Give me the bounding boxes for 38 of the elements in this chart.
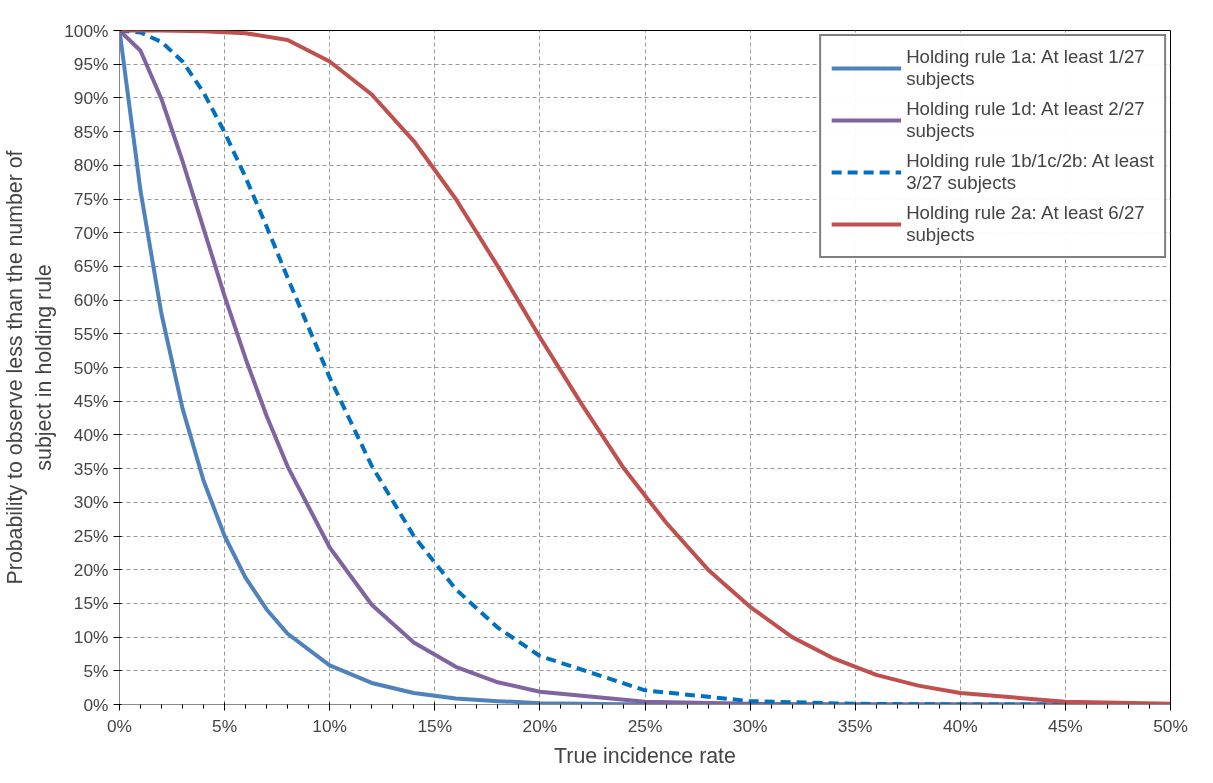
legend-label: Holding rule 1b/1c/2b: At least 3/27 subjects (906, 150, 1154, 194)
y-tick-label: 30% (73, 492, 109, 513)
x-axis-title: True incidence rate (554, 743, 736, 768)
x-tick-label: 10% (312, 715, 348, 736)
legend-label: Holding rule 1d: At least 2/27 subjects (906, 98, 1145, 142)
x-tick-label: 45% (1048, 715, 1083, 736)
y-tick-label: 75% (73, 189, 109, 209)
y-tick-label: 40% (73, 424, 109, 445)
y-tick-label: 0% (83, 694, 109, 715)
x-tick-label: 30% (732, 715, 768, 736)
y-tick-label: 45% (73, 391, 109, 412)
y-tick-label: 70% (73, 222, 109, 243)
legend-label: Holding rule 1a: At least 1/27 subjects (906, 46, 1145, 90)
x-tick-label: 15% (417, 715, 453, 736)
y-tick-label: 55% (73, 323, 109, 344)
x-tick-label: 50% (1153, 715, 1188, 736)
x-tick-label: 25% (627, 715, 663, 736)
y-tick-label: 5% (83, 660, 109, 681)
y-tick-label: 85% (73, 121, 109, 142)
x-tick-label: 20% (522, 715, 558, 736)
y-tick-label: 10% (73, 627, 109, 648)
y-tick-label: 65% (73, 256, 109, 277)
y-tick-label: 50% (73, 357, 109, 378)
y-axis-title: Probability to observe less than the number of subject in holding rule (3, 150, 57, 585)
y-tick-label: 90% (73, 87, 109, 108)
y-tick-label: 15% (73, 593, 109, 614)
y-tick-label: 80% (73, 155, 109, 176)
y-tick-label: 95% (73, 54, 109, 75)
y-tick-label: 60% (73, 290, 109, 311)
y-tick-label: 20% (73, 559, 109, 580)
x-tick-label: 0% (106, 715, 133, 736)
legend-label: Holding rule 2a: At least 6/27 subjects (906, 202, 1145, 246)
x-tick-label: 40% (942, 715, 978, 736)
y-tick-label: 35% (73, 458, 109, 479)
y-tick-label: 25% (73, 526, 109, 546)
x-tick-label: 35% (837, 715, 873, 736)
y-tick-label: 100% (64, 20, 109, 41)
x-tick-label: 5% (212, 715, 238, 736)
